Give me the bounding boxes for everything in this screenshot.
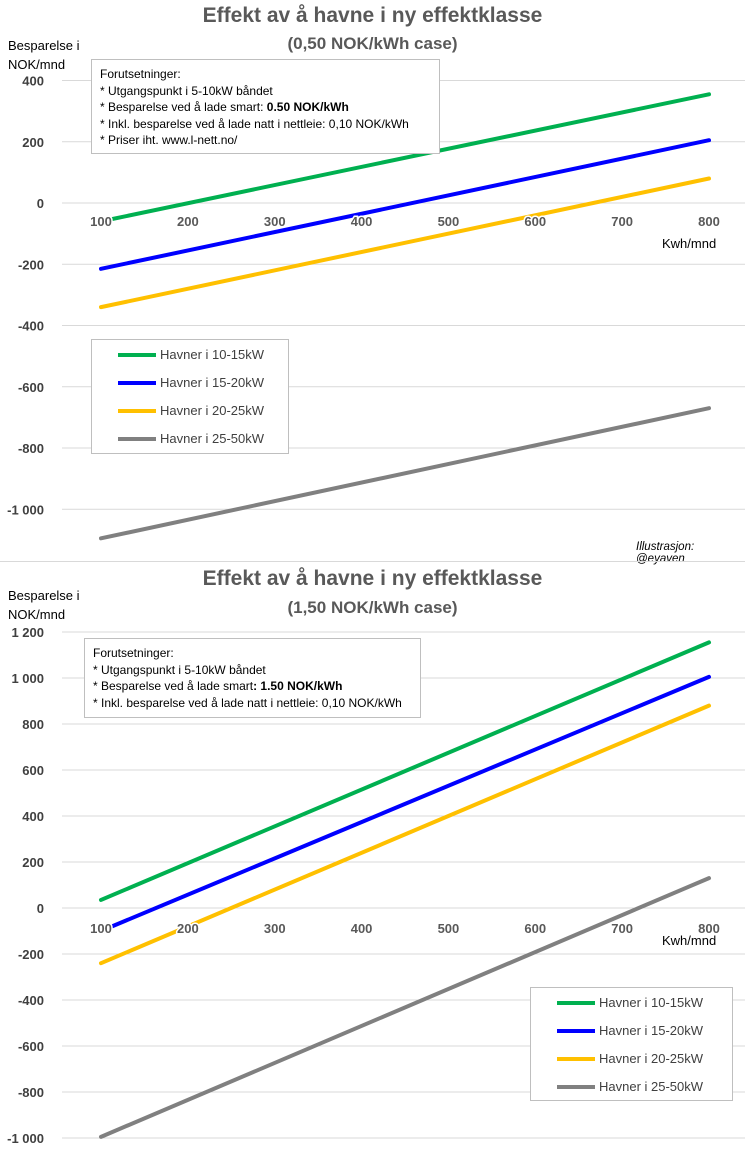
legend-label: Havner i 25-50kW [599,1079,704,1094]
y-tick-label: 0 [37,901,44,916]
legend-swatch [118,353,156,357]
y-tick-label: 400 [22,809,44,824]
chart-legend: Havner i 10-15kW Havner i 15-20kW Havner… [530,987,733,1101]
illustration-credit: Illustrasjon: @eyaven [636,541,695,565]
x-tick-label: 800 [698,214,720,229]
legend-label: Havner i 20-25kW [160,403,265,418]
x-tick-label: 500 [438,921,460,936]
series-line-20-25kw [99,703,711,966]
x-tick-label: 300 [264,214,286,229]
chart-plot-area: 1 200 1 000 800 600 400 200 0 -200 -400 -600 -800 -… [7,625,745,1146]
x-tick-label: 100 [90,921,112,936]
y-tick-label: -1 000 [7,502,44,517]
y-tick-label: 400 [22,74,44,89]
x-tick-label: 700 [611,214,633,229]
chart-subtitle: (0,50 NOK/kWh case) [287,34,458,53]
chart-panel-1: 400 200 0 -200 -400 -600 -800 -1 000 100 200 300 40… [0,0,745,565]
series-line-15-20kw [99,138,711,271]
y-axis-label: Besparelse i NOK/mnd [8,588,80,622]
y-tick-label: -600 [18,1039,44,1054]
legend-item: Havner i 10-15kW [92,345,288,365]
y-tick-label: 1 000 [11,671,44,686]
x-tick-label: 600 [524,214,546,229]
assumptions-box: Forutsetninger: * Utgangspunkt i 5-10kW … [91,59,440,154]
y-tick-label: 600 [22,763,44,778]
y-tick-label: 200 [22,135,44,150]
y-tick-label: -200 [18,257,44,272]
legend-swatch [557,1001,595,1005]
assumptions-title: Forutsetninger: [100,67,181,81]
legend-label: Havner i 10-15kW [599,995,704,1010]
x-tick-label: 800 [698,921,720,936]
x-axis-label: Kwh/mnd [662,933,717,948]
legend-item: Havner i 15-20kW [531,1021,732,1041]
x-tick-label: 400 [351,921,373,936]
x-tick-label: 700 [611,921,633,936]
y-tick-label: -600 [18,380,44,395]
legend-label: Havner i 10-15kW [160,347,265,362]
legend-item: Havner i 10-15kW [531,993,732,1013]
assumptions-title: Forutsetninger: [93,646,174,660]
y-tick-label: -800 [18,1085,44,1100]
chart-panel-2: 1 200 1 000 800 600 400 200 0 -200 -400 -600 -800 -… [0,563,745,1155]
y-tick-label: -400 [18,319,44,334]
legend-label: Havner i 15-20kW [599,1023,704,1038]
chart-subtitle: (1,50 NOK/kWh case) [287,598,458,617]
legend-swatch [118,409,156,413]
x-tick-label: 200 [177,214,199,229]
legend-swatch [118,437,156,441]
legend-label: Havner i 25-50kW [160,431,265,446]
series-line-10-15kw [99,640,711,902]
legend-swatch [557,1085,595,1089]
y-tick-label: -200 [18,947,44,962]
y-axis-label: Besparelse i NOK/mnd [8,38,80,72]
assumption-line: * Utgangspunkt i 5-10kW båndet [93,662,266,677]
x-tick-label: 100 [90,214,112,229]
x-tick-label: 400 [351,214,373,229]
legend-swatch [118,381,156,385]
assumption-line: * Inkl. besparelse ved å lade natt i net… [93,695,402,710]
legend-item: Havner i 25-50kW [531,1077,732,1097]
legend-swatch [557,1029,595,1033]
chart-legend: Havner i 10-15kW Havner i 15-20kW Havner… [91,339,289,454]
series-line-20-25kw [99,176,711,310]
x-tick-label: 200 [177,921,199,936]
legend-label: Havner i 20-25kW [599,1051,704,1066]
chart-title: Effekt av å havne i ny effektklasse [202,567,543,590]
assumption-line: * Besparelse ved å lade smart: 1.50 NOK/… [93,679,343,693]
legend-label: Havner i 15-20kW [160,375,265,390]
series-line-10-15kw [99,92,711,224]
y-tick-label: 1 200 [11,625,44,640]
legend-item: Havner i 25-50kW [92,429,288,449]
y-tick-label: 200 [22,855,44,870]
y-tick-label: -1 000 [7,1131,44,1146]
y-tick-label: 800 [22,717,44,732]
assumption-line: * Utgangspunkt i 5-10kW båndet [100,83,273,98]
x-axis-label: Kwh/mnd [662,236,717,251]
y-tick-label: -400 [18,993,44,1008]
panel-divider [0,561,745,562]
y-tick-label: 0 [37,196,44,211]
assumption-line: * Besparelse ved å lade smart: 0.50 NOK/… [100,100,349,114]
chart-title: Effekt av å havne i ny effektklasse [202,4,543,27]
assumption-line: * Priser iht. www.l-nett.no/ [100,133,238,147]
x-tick-label: 300 [264,921,286,936]
assumption-line: * Inkl. besparelse ved å lade natt i net… [100,116,409,131]
y-tick-label: -800 [18,441,44,456]
legend-item: Havner i 20-25kW [92,401,288,421]
series-line-25-50kw [99,406,711,541]
chart-plot-area: 400 200 0 -200 -400 -600 -800 -1 000 100 200 300 40… [7,74,745,541]
legend-item: Havner i 20-25kW [531,1049,732,1069]
series-line-15-20kw [99,674,711,933]
x-tick-label: 500 [438,214,460,229]
x-tick-label: 600 [524,921,546,936]
series-line-25-50kw [99,876,711,1139]
legend-item: Havner i 15-20kW [92,373,288,393]
assumptions-box: Forutsetninger: * Utgangspunkt i 5-10kW … [84,638,421,718]
legend-swatch [557,1057,595,1061]
